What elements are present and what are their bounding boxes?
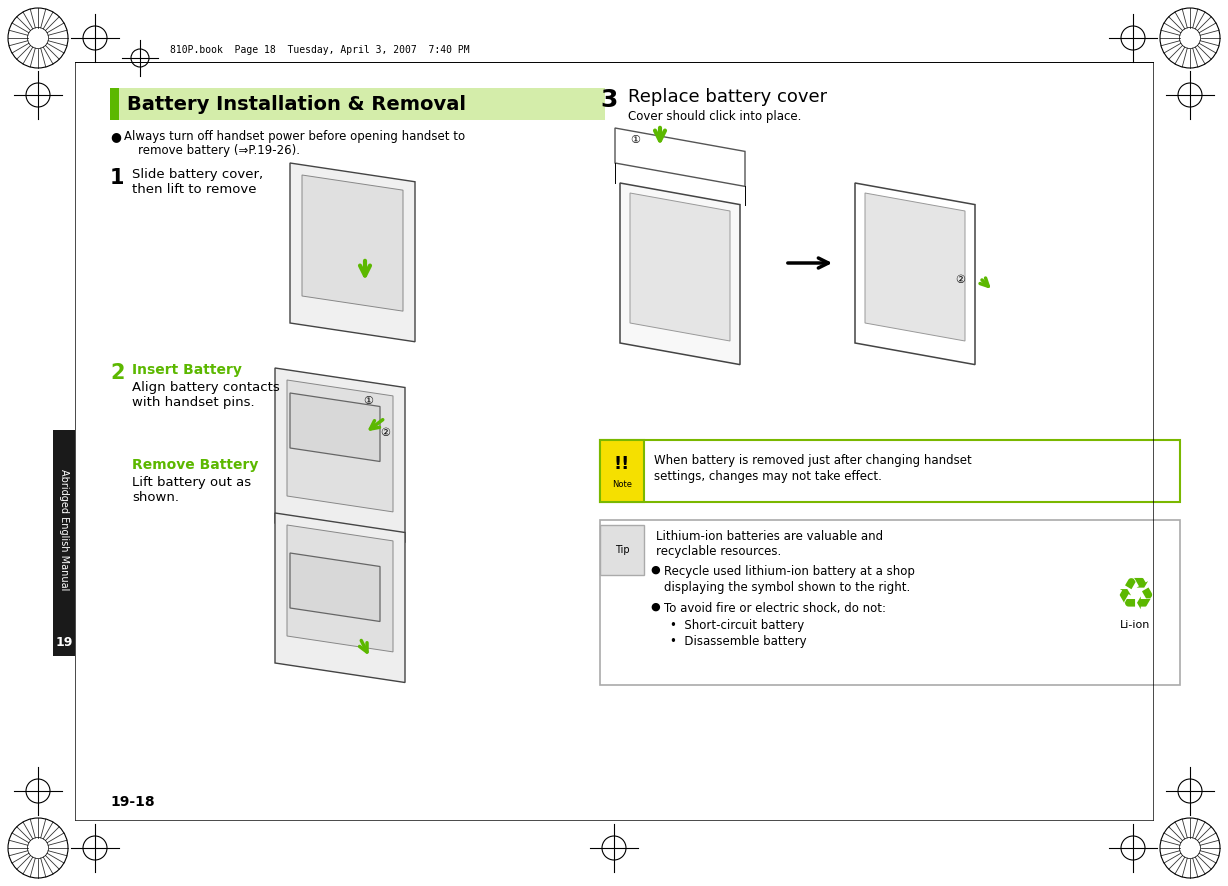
Text: Tip: Tip [615, 545, 629, 555]
Polygon shape [855, 183, 975, 365]
Text: Always turn off handset power before opening handset to: Always turn off handset power before ope… [124, 130, 465, 143]
Text: displaying the symbol shown to the right.: displaying the symbol shown to the right… [664, 581, 910, 594]
Polygon shape [290, 163, 415, 342]
Text: with handset pins.: with handset pins. [131, 396, 254, 409]
Polygon shape [865, 193, 965, 341]
Text: Lift battery out as: Lift battery out as [131, 476, 251, 489]
Text: ●: ● [650, 565, 659, 575]
Text: ②: ② [955, 275, 965, 285]
Text: shown.: shown. [131, 491, 179, 504]
Text: ●: ● [111, 130, 120, 143]
Polygon shape [287, 525, 393, 652]
Text: then lift to remove: then lift to remove [131, 183, 257, 196]
Text: Slide battery cover,: Slide battery cover, [131, 168, 263, 181]
Text: To avoid fire or electric shock, do not:: To avoid fire or electric shock, do not: [664, 602, 885, 615]
Text: •  Short-circuit battery: • Short-circuit battery [670, 619, 804, 632]
Polygon shape [287, 380, 393, 512]
Text: 1: 1 [111, 168, 124, 188]
Polygon shape [290, 553, 379, 621]
Text: ①: ① [363, 396, 373, 406]
Text: ②: ② [379, 428, 391, 438]
Polygon shape [275, 513, 405, 682]
FancyBboxPatch shape [600, 520, 1180, 685]
Polygon shape [630, 193, 729, 341]
Text: Battery Installation & Removal: Battery Installation & Removal [126, 95, 465, 113]
Text: settings, changes may not take effect.: settings, changes may not take effect. [655, 470, 882, 483]
Text: Align battery contacts: Align battery contacts [131, 381, 280, 394]
Polygon shape [620, 183, 740, 365]
FancyBboxPatch shape [53, 430, 75, 630]
Text: !!: !! [614, 455, 630, 472]
Text: 2: 2 [111, 363, 124, 383]
Text: 19: 19 [55, 636, 72, 649]
Text: Recycle used lithium-ion battery at a shop: Recycle used lithium-ion battery at a sh… [664, 565, 915, 578]
FancyBboxPatch shape [111, 88, 119, 120]
Text: ●: ● [650, 602, 659, 612]
Text: •  Disassemble battery: • Disassemble battery [670, 635, 807, 648]
FancyBboxPatch shape [600, 440, 643, 502]
Text: remove battery (⇒P.19-26).: remove battery (⇒P.19-26). [138, 144, 300, 157]
Text: ♻: ♻ [1115, 575, 1156, 618]
Text: 810P.book  Page 18  Tuesday, April 3, 2007  7:40 PM: 810P.book Page 18 Tuesday, April 3, 2007… [169, 45, 469, 55]
FancyBboxPatch shape [111, 88, 605, 120]
Text: Li-ion: Li-ion [1120, 620, 1151, 630]
FancyBboxPatch shape [53, 630, 75, 656]
Text: Abridged English Manual: Abridged English Manual [59, 470, 69, 591]
Text: Note: Note [612, 480, 632, 489]
Polygon shape [275, 368, 405, 542]
Text: Replace battery cover: Replace battery cover [628, 88, 828, 106]
Text: recyclable resources.: recyclable resources. [656, 545, 781, 558]
Text: Cover should click into place.: Cover should click into place. [628, 110, 802, 123]
Polygon shape [615, 128, 745, 186]
Text: Insert Battery: Insert Battery [131, 363, 242, 377]
Polygon shape [302, 175, 403, 311]
FancyBboxPatch shape [600, 525, 643, 575]
Text: Remove Battery: Remove Battery [131, 458, 258, 472]
Text: ①: ① [630, 135, 640, 145]
Text: 19-18: 19-18 [111, 795, 155, 809]
Text: When battery is removed just after changing handset: When battery is removed just after chang… [655, 454, 971, 467]
Text: Lithium-ion batteries are valuable and: Lithium-ion batteries are valuable and [656, 530, 883, 543]
Polygon shape [290, 393, 379, 462]
Text: 3: 3 [600, 88, 618, 112]
FancyBboxPatch shape [600, 440, 1180, 502]
